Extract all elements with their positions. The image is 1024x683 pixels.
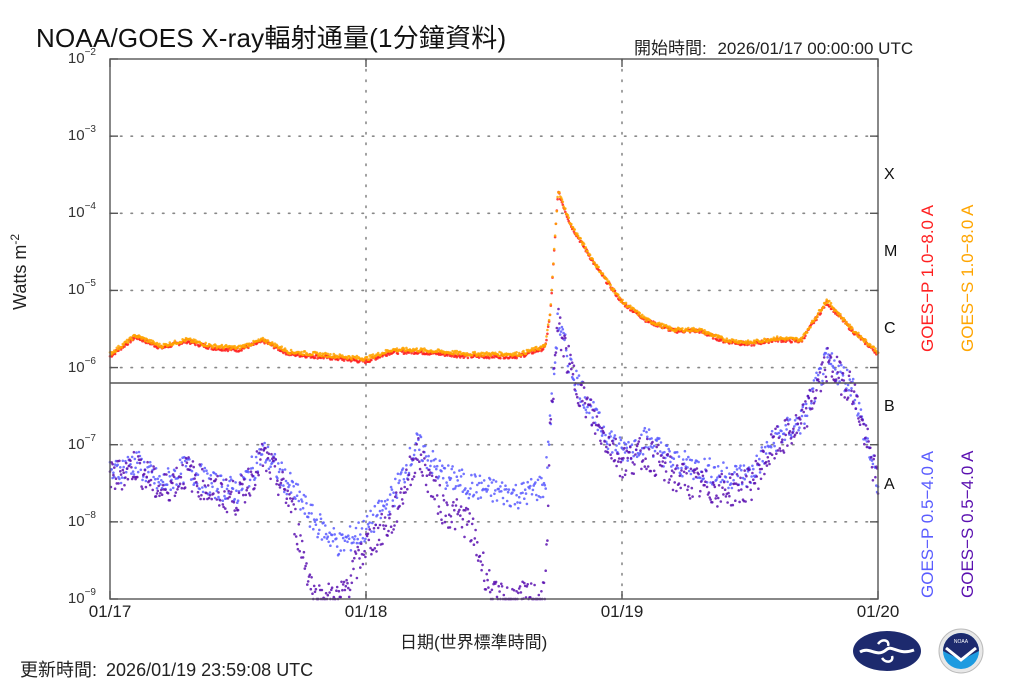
update-time-label: 更新時間: (20, 660, 98, 680)
flare-class-x: X (884, 166, 895, 183)
flare-class-a: A (884, 476, 895, 493)
y-tick-label: 10−8 (67, 509, 96, 530)
update-time: 更新時間: 2026/01/19 23:59:08 UTC (20, 656, 313, 682)
legend-goes-p-short: GOES−P 0.5−4.0 A (918, 450, 937, 598)
data-series (108, 190, 880, 601)
x-tick-label: 01/19 (600, 602, 644, 621)
svg-text:NOAA: NOAA (954, 639, 969, 645)
cwa-logo (853, 631, 921, 671)
start-time-value: 2026/01/17 00:00:00 UTC (717, 39, 914, 58)
legend-goes-s-short: GOES−S 0.5−4.0 A (958, 450, 977, 598)
grid-lines (109, 58, 879, 600)
chart-title: NOAA/GOES X-ray輻射通量(1分鐘資料) (36, 23, 507, 53)
y-tick-label: 10−6 (67, 355, 96, 376)
start-time: 開始時間: 2026/01/17 00:00:00 UTC (634, 34, 913, 59)
x-axis-label: 日期(世界標準時間) (400, 633, 548, 652)
y-tick-label: 10−3 (67, 124, 96, 145)
y-tick-label: 10−9 (67, 587, 96, 607)
y-tick-label: 10−5 (67, 278, 96, 299)
y-axis-label: Watts m-2 (8, 233, 30, 310)
flare-class-b: B (884, 398, 895, 415)
start-time-label: 開始時間: (634, 39, 707, 58)
x-tick-label: 01/17 (88, 602, 132, 621)
x-tick-label: 01/20 (856, 602, 900, 621)
plot-axes (109, 58, 879, 600)
y-tick-label: 10−7 (67, 432, 96, 453)
x-tick-label: 01/18 (344, 602, 388, 621)
legend-goes-s-long: GOES−S 1.0−8.0 A (958, 204, 977, 352)
y-tick-label: 10−4 (67, 201, 96, 222)
flare-class-m: M (884, 243, 898, 260)
y-tick-label: 10−2 (67, 47, 96, 67)
update-time-value: 2026/01/19 23:59:08 UTC (106, 660, 314, 680)
noaa-logo: NOAA (938, 628, 984, 674)
flare-class-c: C (884, 320, 896, 337)
legend-goes-p-long: GOES−P 1.0−8.0 A (918, 204, 937, 352)
